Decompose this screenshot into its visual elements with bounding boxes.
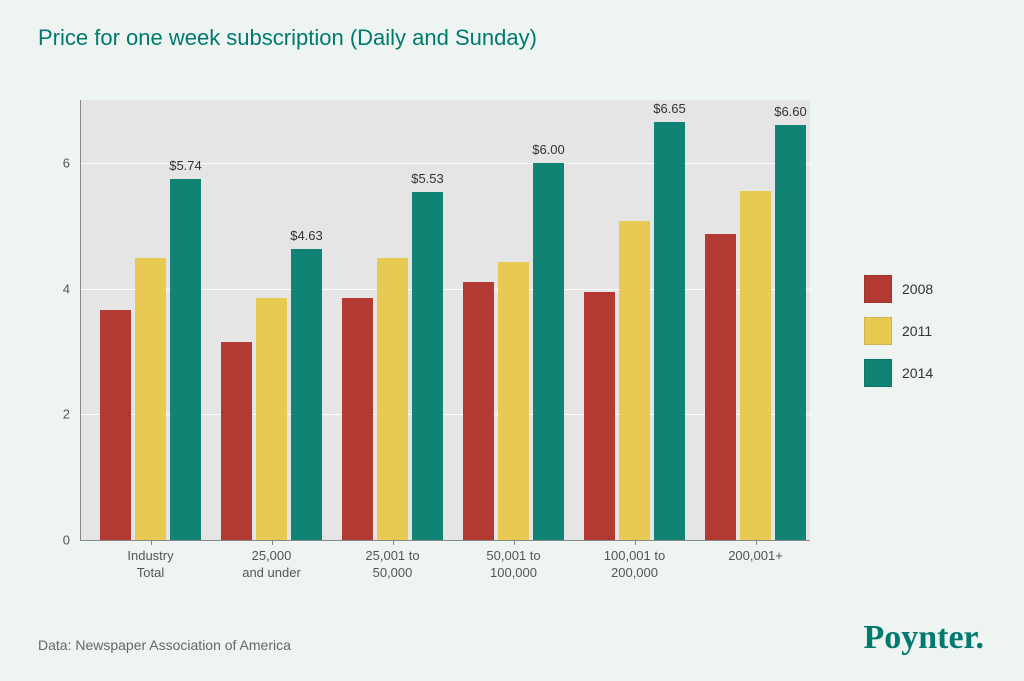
- x-tick-mark: [272, 540, 273, 545]
- bar-2011: [498, 262, 529, 540]
- x-tick-label: 25,001 to50,000: [338, 548, 448, 582]
- y-tick-label: 0: [30, 533, 70, 548]
- y-tick-label: 2: [30, 407, 70, 422]
- bar-2008: [705, 234, 736, 540]
- x-axis-line: [80, 540, 810, 541]
- chart-title: Price for one week subscription (Daily a…: [0, 0, 1024, 51]
- chart-area: $5.74$4.63$5.53$6.00$6.65$6.60 0246Indus…: [50, 100, 810, 580]
- value-label: $6.65: [640, 101, 700, 116]
- legend-swatch: [864, 275, 892, 303]
- bar-2014: [775, 125, 806, 540]
- legend-swatch: [864, 359, 892, 387]
- legend-item-2014: 2014: [864, 359, 994, 387]
- value-label: $5.53: [398, 171, 458, 186]
- bar-2011: [377, 258, 408, 540]
- x-tick-mark: [393, 540, 394, 545]
- x-tick-mark: [635, 540, 636, 545]
- bar-2014: [412, 192, 443, 540]
- legend-item-2008: 2008: [864, 275, 994, 303]
- source-text: Data: Newspaper Association of America: [38, 637, 291, 653]
- legend-swatch: [864, 317, 892, 345]
- legend-label: 2011: [902, 323, 932, 339]
- x-tick-label: 100,001 to200,000: [580, 548, 690, 582]
- legend-label: 2008: [902, 281, 933, 297]
- bar-2008: [463, 282, 494, 540]
- x-tick-label: 50,001 to100,000: [459, 548, 569, 582]
- bar-2008: [100, 310, 131, 540]
- bar-2011: [619, 221, 650, 540]
- legend-item-2011: 2011: [864, 317, 994, 345]
- legend: 2008 2011 2014: [864, 275, 994, 401]
- value-label: $4.63: [277, 228, 337, 243]
- bar-2014: [533, 163, 564, 540]
- bar-2011: [740, 191, 771, 540]
- value-label: $6.00: [519, 142, 579, 157]
- x-tick-mark: [756, 540, 757, 545]
- bar-2008: [342, 298, 373, 540]
- bar-2014: [170, 179, 201, 540]
- x-tick-label: 200,001+: [701, 548, 811, 565]
- y-tick-label: 6: [30, 155, 70, 170]
- bar-2014: [291, 249, 322, 540]
- x-tick-mark: [514, 540, 515, 545]
- bar-2008: [221, 342, 252, 540]
- bar-2008: [584, 292, 615, 540]
- y-tick-label: 4: [30, 281, 70, 296]
- x-tick-label: IndustryTotal: [96, 548, 206, 582]
- x-tick-label: 25,000and under: [217, 548, 327, 582]
- y-axis-line: [80, 100, 81, 540]
- legend-label: 2014: [902, 365, 933, 381]
- bar-2011: [135, 258, 166, 540]
- value-label: $5.74: [156, 158, 216, 173]
- plot-background: $5.74$4.63$5.53$6.00$6.65$6.60: [80, 100, 810, 540]
- bar-2011: [256, 298, 287, 540]
- bar-2014: [654, 122, 685, 540]
- x-tick-mark: [151, 540, 152, 545]
- brand-logo: Poynter.: [863, 619, 984, 657]
- value-label: $6.60: [761, 104, 821, 119]
